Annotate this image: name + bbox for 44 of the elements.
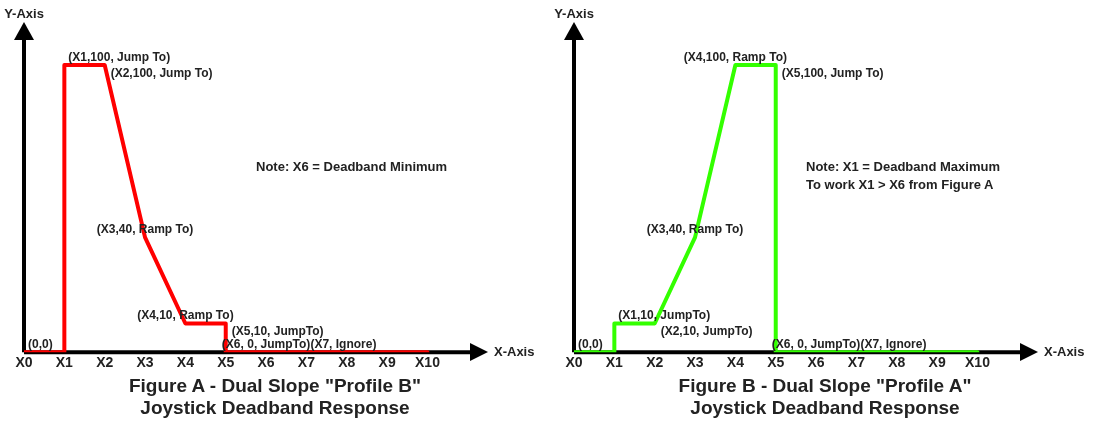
x-tick-label: X3 <box>136 354 154 371</box>
text: Figure B - Dual Slope "Profile A" <box>677 375 973 397</box>
annotation: To work X1 > X6 from Figure A <box>806 176 995 192</box>
x-tick-label: X1 <box>605 354 624 371</box>
x-tick-label: X6 <box>257 354 275 371</box>
x-tick-label: X0 <box>15 354 33 371</box>
x-tick-label: X8 <box>338 354 356 371</box>
y-axis-title: Y-Axis <box>554 6 594 22</box>
text: Figure A - Dual Slope "Profile B" <box>127 375 423 397</box>
annotation: (X7, Ignore) <box>860 337 927 352</box>
annotation: (X1,10, JumpTo) <box>618 308 711 323</box>
x-tick-label: X10 <box>965 354 991 371</box>
text: Joystick Deadband Response <box>139 397 411 419</box>
x-tick-label: X7 <box>297 354 316 371</box>
annotation: (X7, Ignore) <box>310 337 377 352</box>
x-tick-label: X0 <box>565 354 583 371</box>
x-tick-label: X8 <box>888 354 906 371</box>
annotation: Note: X1 = Deadband Maximum <box>806 158 1000 174</box>
annotation: (0,0) <box>578 337 603 352</box>
x-tick-label: X10 <box>415 354 441 371</box>
x-axis-title: X-Axis <box>1044 343 1085 359</box>
x-axis-title: X-Axis <box>494 343 535 359</box>
annotation: (X2,100, Jump To) <box>110 66 213 81</box>
x-tick-label: X3 <box>686 354 704 371</box>
text: Joystick Deadband Response <box>689 397 961 419</box>
annotation: (X5,100, Jump To) <box>781 66 884 81</box>
x-tick-label: X6 <box>807 354 825 371</box>
annotation: (X1,100, Jump To) <box>68 50 171 65</box>
y-axis-title: Y-Axis <box>4 6 44 22</box>
x-tick-label: X1 <box>55 354 74 371</box>
x-tick-label: X4 <box>726 354 745 371</box>
annotation: Note: X6 = Deadband Minimum <box>256 158 448 174</box>
x-tick-label: X9 <box>378 354 396 371</box>
annotation: (X4,100, Ramp To) <box>683 50 787 65</box>
x-tick-label: X5 <box>217 354 235 371</box>
x-tick-label: X2 <box>646 354 664 371</box>
annotation: (0,0) <box>28 337 53 352</box>
x-tick-label: X9 <box>928 354 946 371</box>
annotation: (X2,10, JumpTo) <box>660 324 753 339</box>
x-tick-label: X2 <box>96 354 114 371</box>
annotation: (X5,10, JumpTo) <box>231 324 324 339</box>
x-tick-label: X5 <box>767 354 785 371</box>
x-tick-label: X7 <box>847 354 866 371</box>
x-tick-label: X4 <box>176 354 195 371</box>
